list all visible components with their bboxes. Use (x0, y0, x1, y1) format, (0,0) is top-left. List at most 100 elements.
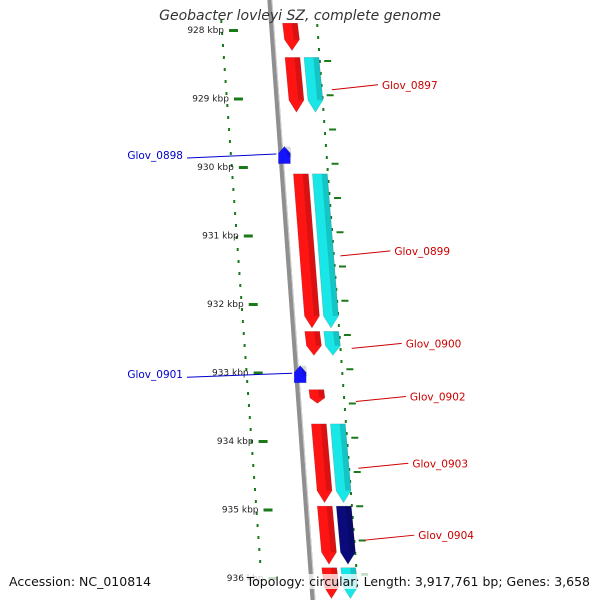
outer-ring-dot (338, 336, 341, 339)
ruler-dot (225, 92, 228, 95)
ruler-tick-label: 933 kbp (212, 369, 249, 379)
feature-cyan (303, 57, 324, 113)
ruler-dot (244, 356, 247, 359)
feature-label-line (186, 153, 277, 159)
ruler-dot (227, 116, 230, 119)
outer-ring-dot (332, 252, 335, 255)
outer-ring-dot (324, 132, 327, 135)
outer-ring-dot (337, 324, 340, 327)
outer-ring-dot (340, 360, 343, 363)
ruler-dot (250, 440, 253, 443)
outer-ring-dot (349, 492, 352, 495)
feature-shade (333, 331, 341, 346)
ruler-tick (238, 166, 248, 169)
feature-label-line (186, 372, 293, 378)
outer-ring-dot (318, 48, 321, 51)
outer-ring-dot (344, 420, 347, 423)
ruler-dot (222, 44, 225, 47)
ruler-dot (238, 272, 241, 275)
ruler-tick (233, 97, 243, 101)
ruler-tick-label: 935 kbp (222, 506, 259, 516)
outer-ring-dot (355, 564, 358, 567)
ruler-tick (253, 371, 263, 375)
feature-shade (320, 423, 333, 491)
feature-label-glov_0898: Glov_0898 (127, 150, 183, 162)
feature-shade (301, 365, 308, 376)
feature-label-line (351, 342, 402, 349)
feature-label-line (364, 534, 415, 541)
outer-ring-tick (341, 299, 349, 302)
outer-ring-dot (348, 468, 351, 471)
ruler-tick (229, 29, 238, 32)
outer-ring-dot (346, 444, 349, 447)
outer-ring-dot (342, 384, 345, 387)
ruler-dot (223, 68, 226, 71)
ruler-dot (257, 536, 260, 539)
feature-cyan (330, 423, 352, 504)
ruler-dot (241, 308, 244, 311)
outer-ring-tick (331, 162, 339, 165)
outer-ring-tick (338, 265, 346, 268)
ruler-dot (235, 236, 238, 239)
feature-glov_0899 (293, 173, 320, 329)
feature-label-line (340, 250, 391, 257)
feature-label-line (358, 462, 409, 469)
outer-ring-tick (351, 436, 359, 439)
feature-cyan (323, 331, 341, 356)
outer-ring-dot (339, 348, 342, 351)
ruler-dot (245, 368, 248, 371)
outer-ring-tick (326, 94, 334, 97)
ruler-dot (246, 380, 249, 383)
ruler-dot (253, 488, 256, 491)
feature-glov_0897 (284, 57, 305, 113)
ruler-dot (239, 284, 242, 287)
ruler-dot (221, 32, 224, 35)
outer-ring-dot (333, 264, 336, 267)
feature-label-glov_0901: Glov_0901 (127, 369, 183, 381)
feature-cyan (312, 173, 339, 329)
ruler-dot (231, 176, 234, 179)
outer-ring-dot (330, 216, 333, 219)
ruler-dot (228, 128, 231, 131)
outer-ring-dot (320, 84, 323, 87)
feature-label-line (355, 395, 406, 402)
ruler-dot (247, 404, 250, 407)
outer-ring-tick (356, 505, 364, 508)
feature-shade (339, 423, 352, 491)
feature-shade (291, 23, 300, 40)
outer-ring-dot (343, 408, 346, 411)
ruler-tick (263, 508, 273, 512)
feature-red (282, 22, 300, 52)
outer-ring-dot (343, 396, 346, 399)
ruler-dot (251, 452, 254, 455)
feature-shade (294, 57, 304, 101)
feature-glov_0904 (316, 505, 337, 565)
outer-ring-dot (327, 180, 330, 183)
feature-glov_0902 (308, 389, 326, 404)
genome-summary: Topology: circular; Length: 3,917,761 bp… (246, 574, 590, 589)
outer-ring-dot (318, 60, 321, 63)
feature-glov_0903 (311, 423, 333, 504)
feature-glov_0898 (278, 145, 291, 164)
outer-ring-tick (324, 60, 332, 62)
feature-shade (314, 331, 322, 346)
outer-ring-dot (354, 552, 357, 555)
outer-ring-tick (346, 368, 354, 371)
ruler-dot (253, 476, 256, 479)
ruler-dot (236, 248, 239, 251)
ruler-dot (229, 152, 232, 155)
ruler-dot (224, 80, 227, 83)
ruler-dot (226, 104, 229, 107)
ruler-dot (220, 20, 223, 23)
feature-label-glov_0899: Glov_0899 (394, 246, 450, 258)
ruler-dot (242, 332, 245, 335)
ruler-dot (241, 320, 244, 323)
feature-label-glov_0897: Glov_0897 (382, 80, 438, 92)
outer-ring-tick (329, 128, 337, 131)
ruler-tick-label: 929 kbp (192, 95, 229, 105)
ruler-dot (237, 260, 240, 263)
ruler-dot (233, 200, 236, 203)
feature-glov_0901 (293, 365, 307, 384)
